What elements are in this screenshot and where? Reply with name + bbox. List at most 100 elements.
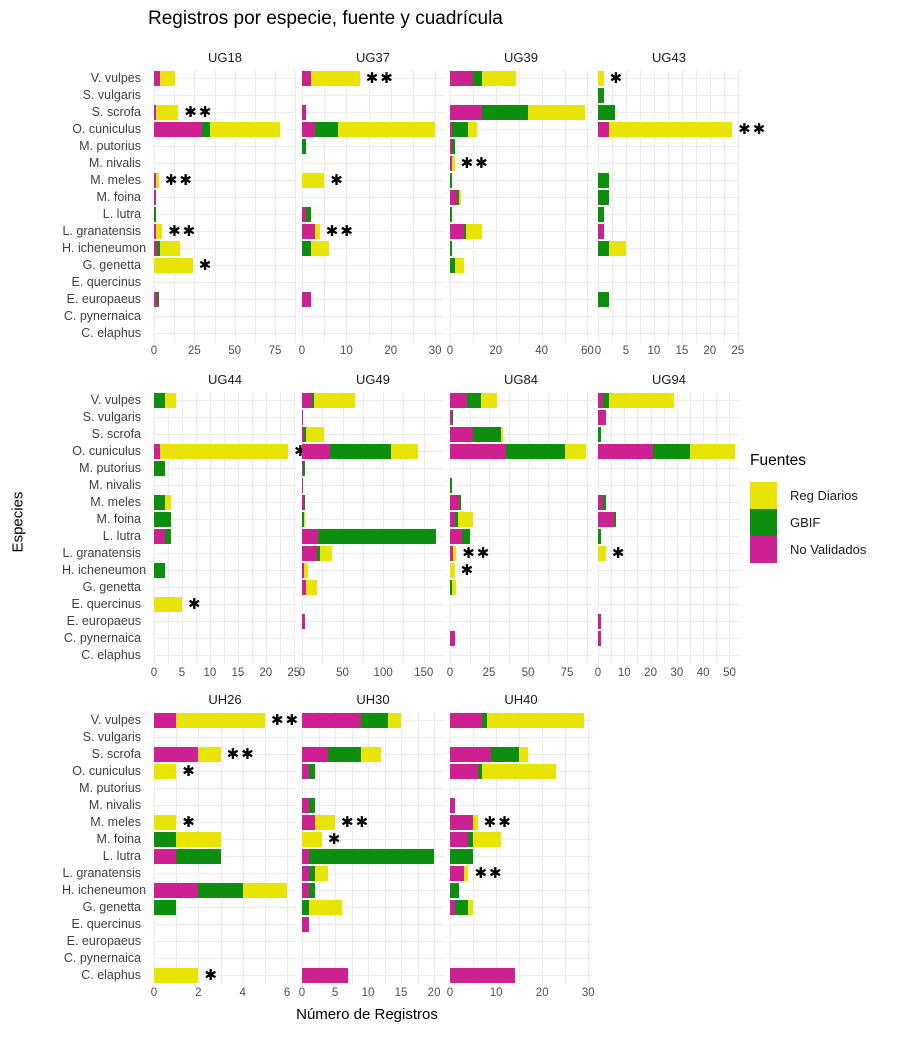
species-label: S. vulgaris xyxy=(82,88,141,102)
bar-m-meles xyxy=(450,495,461,510)
bar-segment-gbif xyxy=(308,866,316,881)
facet-UH40: UH40 ✱✱ ✱✱ 0 10 20 30 xyxy=(447,692,595,1001)
bar-o-cuniculus xyxy=(598,444,735,459)
gridline-v-major xyxy=(435,70,437,342)
facet-title: UG44 xyxy=(208,372,242,387)
facet-panel: ✱✱✱ xyxy=(302,712,444,984)
species-label: M. nivalis xyxy=(88,798,141,812)
bar-v-vulpes xyxy=(302,393,355,408)
facet-panel: ✱✱✱✱✱✱✱ xyxy=(154,70,297,342)
gridline-v-minor xyxy=(295,70,297,342)
gridline-v-minor xyxy=(716,392,718,664)
bar-segment-gbif xyxy=(603,495,606,510)
gridline-v-major xyxy=(242,712,244,984)
bar-segment-reg_diarios xyxy=(486,713,584,728)
gridline-v-major xyxy=(346,70,348,342)
species-label: C. elaphus xyxy=(81,968,141,982)
bar-segment-no_validados xyxy=(450,546,454,561)
species-label: G. genetta xyxy=(82,900,141,914)
bar-segment-gbif xyxy=(462,529,471,544)
bar-m-foina xyxy=(598,512,617,527)
gridline-h xyxy=(598,485,740,486)
bar-m-nivalis xyxy=(450,798,455,813)
bar-segment-reg_diarios xyxy=(155,173,159,188)
gridline-h xyxy=(302,197,444,198)
gridline-h xyxy=(598,604,740,605)
gridline-v-minor xyxy=(547,392,549,664)
bar-segment-gbif xyxy=(450,478,452,493)
x-tick-label: 0 xyxy=(594,667,602,679)
bar-segment-no_validados xyxy=(154,883,199,898)
gridline-h xyxy=(154,822,296,823)
gridline-h xyxy=(154,95,296,96)
bar-segment-gbif xyxy=(154,461,166,476)
gridline-v-major xyxy=(342,392,344,664)
bar-g-genetta xyxy=(302,900,342,915)
species-label: S. vulgaris xyxy=(82,410,141,424)
bar-segment-no_validados xyxy=(302,580,307,595)
bar-l-lutra xyxy=(302,207,311,222)
gridline-h xyxy=(450,299,592,300)
species-label: E. quercinus xyxy=(71,275,141,289)
bar-segment-no_validados xyxy=(450,512,455,527)
species-label: M. meles xyxy=(90,173,141,187)
bar-m-foina xyxy=(154,190,156,205)
bar-segment-no_validados xyxy=(450,410,452,425)
gridline-h xyxy=(450,805,592,806)
significance-stars: ✱ xyxy=(182,762,197,780)
significance-stars: ✱ xyxy=(187,595,203,613)
bar-segment-gbif xyxy=(308,798,316,813)
bar-segment-no_validados xyxy=(598,224,604,239)
bar-segment-gbif xyxy=(450,241,453,256)
gridline-h xyxy=(450,587,592,588)
species-label: G. genetta xyxy=(82,258,141,272)
significance-stars: ✱✱ xyxy=(460,154,490,172)
bar-segment-no_validados xyxy=(598,393,604,408)
x-tick-label: 4 xyxy=(239,987,246,999)
gridline-h xyxy=(302,468,444,469)
facet-panel xyxy=(302,392,444,664)
x-tick-label: 50 xyxy=(336,667,349,679)
bar-g-genetta xyxy=(450,900,474,915)
bar-segment-gbif xyxy=(473,427,502,442)
bar-segment-reg_diarios xyxy=(310,71,360,86)
bar-segment-gbif xyxy=(598,529,601,544)
bar-segment-reg_diarios xyxy=(303,512,306,527)
bar-segment-no_validados xyxy=(598,512,614,527)
bar-segment-no_validados xyxy=(154,71,161,86)
species-label: S. scrofa xyxy=(91,427,141,441)
bar-segment-reg_diarios xyxy=(391,444,418,459)
bar-s-scrofa xyxy=(450,747,529,762)
gridline-h xyxy=(450,146,592,147)
species-label: V. vulpes xyxy=(90,71,141,85)
bar-segment-reg_diarios xyxy=(387,713,402,728)
x-tick-label: 75 xyxy=(268,345,282,357)
gridline-h xyxy=(598,180,740,181)
bar-segment-reg_diarios xyxy=(361,747,382,762)
x-tick-label: 15 xyxy=(675,345,689,357)
gridline-v-major xyxy=(598,392,599,664)
facet-title: UG18 xyxy=(208,50,242,65)
bar-segment-reg_diarios xyxy=(598,546,606,561)
x-tick-label: 100 xyxy=(373,667,393,679)
bar-v-vulpes xyxy=(450,393,497,408)
bar-segment-reg_diarios xyxy=(473,832,501,847)
facet-UG44: UG44 ✱✱✱ 0 5 10 15 20 25 xyxy=(151,372,322,681)
gridline-h xyxy=(598,519,740,520)
bar-v-vulpes xyxy=(598,71,604,86)
species-label: M. foina xyxy=(96,832,141,846)
facet-title: UG43 xyxy=(652,50,686,65)
species-axis-labels: V. vulpes S. vulgaris S. scrofa O. cuniculu… xyxy=(62,372,148,664)
gridline-h xyxy=(302,112,444,113)
gridline-h xyxy=(154,754,296,755)
gridline-h xyxy=(302,941,444,942)
bar-segment-no_validados xyxy=(598,495,604,510)
bar-segment-gbif xyxy=(598,105,615,120)
gridline-h xyxy=(598,112,740,113)
bar-segment-reg_diarios xyxy=(308,900,342,915)
gridline-h xyxy=(450,163,592,164)
species-label: S. scrofa xyxy=(91,105,141,119)
gridline-v-minor xyxy=(167,392,169,664)
gridline-h xyxy=(154,856,296,857)
x-tick-label: 20 xyxy=(384,345,398,357)
